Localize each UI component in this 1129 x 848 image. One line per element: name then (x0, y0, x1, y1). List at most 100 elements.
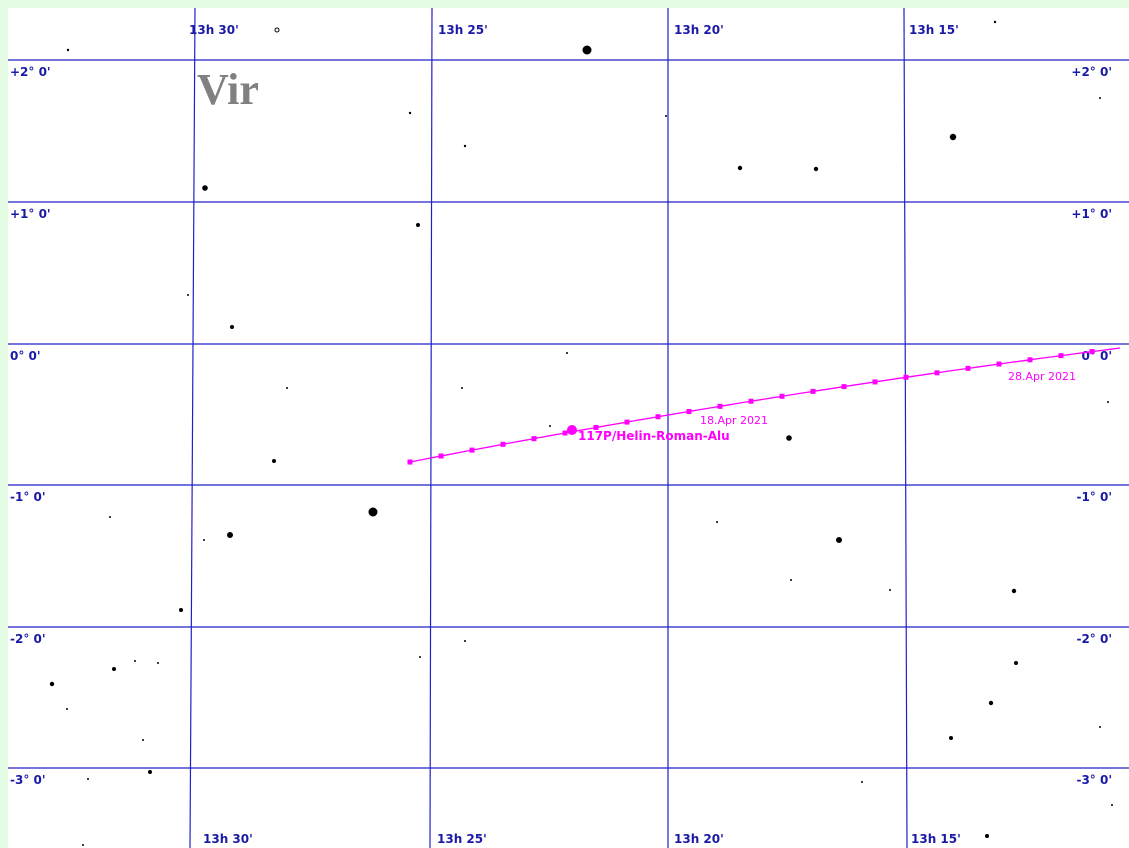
star (813, 166, 819, 172)
star (368, 507, 378, 517)
star (66, 48, 70, 52)
star (949, 133, 957, 141)
date-label: 18.Apr 2021 (700, 414, 768, 427)
dec-label-left: 0° 0' (10, 349, 41, 363)
star (148, 770, 152, 774)
star (66, 708, 68, 710)
track-point (934, 370, 940, 376)
star (949, 736, 953, 740)
star (582, 45, 592, 55)
comet-track (407, 347, 1121, 465)
dec-line (7, 483, 1129, 486)
ra-label-top: 13h 25' (438, 23, 488, 37)
track-point (686, 408, 692, 414)
star (416, 223, 420, 227)
star (1111, 804, 1113, 806)
track-point (562, 430, 568, 436)
star (716, 521, 718, 523)
ra-label-bottom: 13h 15' (911, 832, 961, 846)
track-point (531, 436, 537, 442)
ra-label-top: 13h 15' (909, 23, 959, 37)
ra-line (429, 7, 433, 848)
track-point (779, 393, 785, 399)
dec-label-left: -1° 0' (10, 490, 46, 504)
comet-position (567, 425, 577, 435)
star (1099, 726, 1101, 728)
star (134, 660, 136, 662)
star (82, 844, 84, 846)
star (109, 516, 111, 518)
star (203, 539, 205, 541)
ra-line (189, 7, 196, 848)
star (230, 325, 234, 329)
track-point (407, 459, 413, 465)
star (786, 435, 792, 441)
star (87, 778, 89, 780)
star (993, 20, 997, 24)
star (274, 27, 280, 33)
dec-label-right: +2° 0' (1071, 65, 1112, 79)
dec-line (7, 766, 1129, 769)
dec-line (7, 200, 1129, 203)
star (461, 387, 463, 389)
star (179, 608, 183, 612)
date-label: 28.Apr 2021 (1008, 370, 1076, 383)
star (49, 681, 55, 687)
ra-label-bottom: 13h 30' (203, 832, 253, 846)
track-point (996, 361, 1002, 367)
star (889, 589, 891, 591)
dec-label-left: +2° 0' (10, 65, 51, 79)
dec-label-right: +1° 0' (1071, 207, 1112, 221)
track-point (810, 388, 816, 394)
star (142, 739, 144, 741)
star (566, 352, 568, 354)
comet-path (409, 347, 1121, 463)
star (836, 537, 842, 543)
stars (49, 20, 1113, 846)
star (187, 294, 189, 296)
track-point (1027, 357, 1033, 363)
star (157, 662, 159, 664)
track-point (500, 441, 506, 447)
track-point (965, 365, 971, 371)
ra-label-bottom: 13h 20' (674, 832, 724, 846)
track-point (438, 453, 444, 459)
star (1011, 588, 1017, 594)
dec-label-right: -1° 0' (1076, 490, 1112, 504)
track-point (903, 374, 909, 380)
star (861, 781, 863, 783)
track-point (624, 419, 630, 425)
track-point (748, 398, 754, 404)
star (1014, 661, 1018, 665)
star (286, 387, 288, 389)
star (737, 165, 743, 171)
dec-line (7, 342, 1129, 345)
dec-labels: +2° 0' +2° 0'+1° 0' +1° 0'0° 0' 0° 0'-1° 0'… (10, 65, 1112, 787)
star (790, 579, 792, 581)
dec-label-left: +1° 0' (10, 207, 51, 221)
star (988, 700, 994, 706)
dec-label-right: -2° 0' (1076, 632, 1112, 646)
dec-line (7, 625, 1129, 628)
coordinate-grid (7, 7, 1129, 848)
dec-label-left: -2° 0' (10, 632, 46, 646)
track-point (841, 384, 847, 390)
star (112, 667, 116, 671)
star (1099, 97, 1101, 99)
star (227, 532, 233, 538)
track-point (1058, 353, 1064, 359)
track-point (593, 424, 599, 430)
star (419, 656, 421, 658)
star (408, 111, 412, 115)
ra-line (903, 7, 908, 848)
comet-name: 117P/Helin-Roman-Alu (578, 429, 730, 443)
star (272, 459, 276, 463)
track-point (872, 379, 878, 385)
star (1107, 401, 1109, 403)
ra-label-top: 13h 20' (674, 23, 724, 37)
star (464, 640, 466, 642)
star (463, 144, 467, 148)
star (549, 425, 551, 427)
